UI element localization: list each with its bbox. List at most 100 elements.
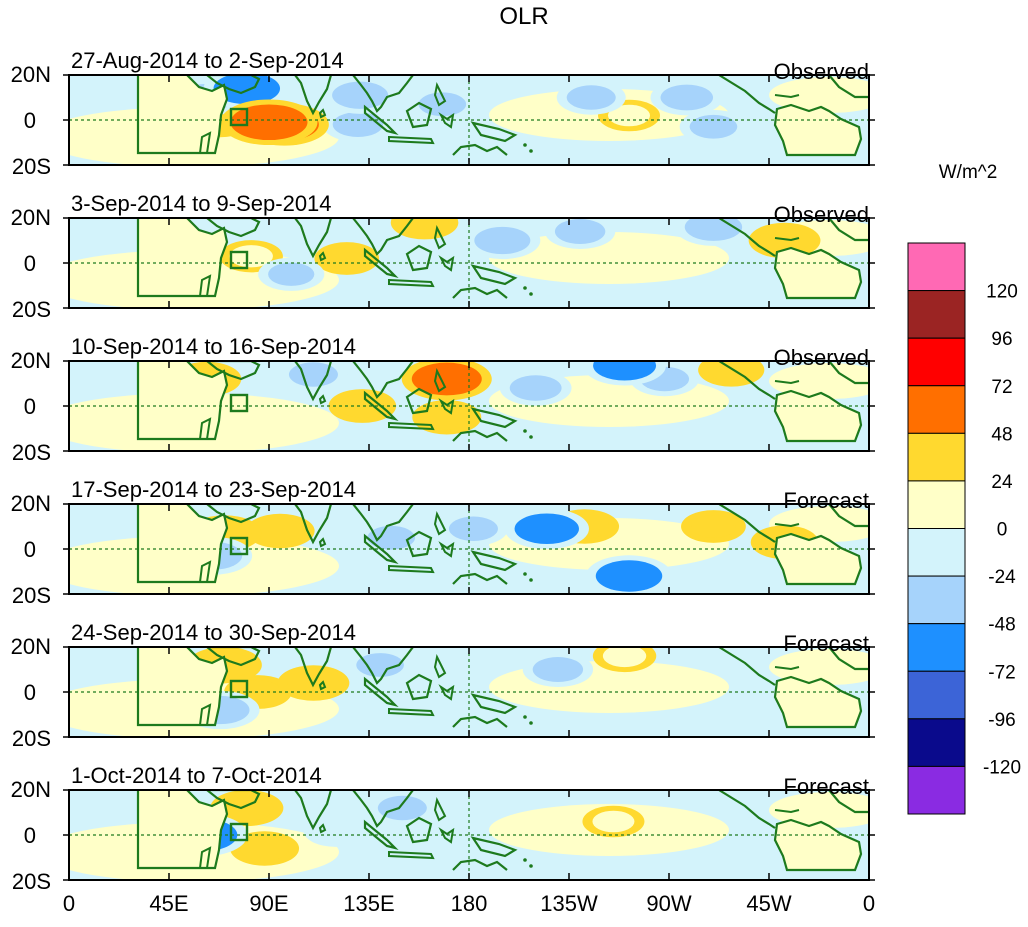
- anomaly-blob: [240, 836, 290, 861]
- anomaly-blob: [566, 85, 616, 110]
- anomaly-blob: [608, 104, 650, 127]
- map-panel: 24-Sep-2014 to 30-Sep-2014 Forecast 20N 0 20…: [11, 620, 875, 751]
- lat-tick-label: 20S: [12, 726, 51, 751]
- lon-tick-label: 90W: [646, 891, 691, 916]
- panel-period-label: 24-Sep-2014 to 30-Sep-2014: [71, 620, 356, 645]
- anomaly-blob: [595, 560, 663, 592]
- lat-tick-label: 20S: [12, 297, 51, 322]
- colorbar-label: -96: [988, 710, 1015, 731]
- anomaly-blob: [593, 361, 657, 381]
- anomaly-blob: [400, 218, 449, 235]
- anomaly-blob: [230, 104, 308, 141]
- anomaly-blob: [377, 795, 427, 821]
- anomaly-blob: [367, 525, 416, 550]
- map-panel: 17-Sep-2014 to 23-Sep-2014 Forecast 20N 0 20…: [11, 477, 875, 608]
- lat-tick-label: 0: [24, 680, 36, 705]
- figure-title: OLR: [499, 3, 548, 30]
- lat-tick-label: 0: [24, 823, 36, 848]
- anomaly-blob: [411, 362, 482, 396]
- anomaly-blob: [554, 219, 606, 244]
- anomaly-blob: [660, 84, 714, 111]
- colorbar-label: 96: [991, 329, 1012, 350]
- colorbar-swatch: [907, 337, 966, 387]
- anomaly-blob: [592, 810, 635, 833]
- anomaly-blob: [332, 81, 389, 109]
- lat-tick-label: 20S: [12, 869, 51, 894]
- colorbar-swatch: [907, 623, 966, 672]
- panel-kind-label: Observed: [774, 202, 869, 227]
- anomaly-blob: [689, 114, 738, 139]
- colorbar-swatch: [907, 718, 966, 767]
- lon-tick-label: 135W: [540, 891, 598, 916]
- anomaly-blob: [691, 515, 736, 538]
- colorbar-label: 72: [991, 377, 1012, 398]
- colorbar-label: -72: [988, 662, 1015, 683]
- anomaly-blob: [602, 647, 647, 668]
- lon-tick-label: 45E: [149, 891, 188, 916]
- panel-period-label: 17-Sep-2014 to 23-Sep-2014: [71, 477, 356, 502]
- panel-kind-label: Forecast: [783, 774, 869, 799]
- colorbar-label: -24: [988, 567, 1016, 588]
- lat-tick-label: 20N: [11, 205, 51, 230]
- panel-kind-label: Forecast: [783, 488, 869, 513]
- panel-period-label: 3-Sep-2014 to 9-Sep-2014: [71, 191, 332, 216]
- lon-tick-label: 180: [451, 891, 488, 916]
- units-label: W/m^2: [939, 162, 998, 183]
- anomaly-blob: [532, 657, 584, 682]
- lat-tick-label: 0: [24, 108, 36, 133]
- map-panel: 1-Oct-2014 to 7-Oct-2014 Forecast 20N 0 20S: [11, 763, 875, 894]
- lon-tick-label: 135E: [343, 891, 394, 916]
- anomaly-blob: [255, 518, 305, 544]
- colorbar-swatch: [907, 670, 966, 720]
- index-box: [229, 393, 249, 413]
- colorbar-label: -48: [988, 615, 1015, 636]
- index-box: [229, 250, 249, 270]
- lat-tick-label: 0: [24, 394, 36, 419]
- anomaly-blob: [474, 226, 531, 255]
- lat-tick-label: 20N: [11, 348, 51, 373]
- anomaly-blob: [313, 819, 359, 842]
- panel-kind-label: Observed: [774, 345, 869, 370]
- colorbar-swatch: [907, 575, 966, 625]
- colorbar-swatch: [907, 385, 966, 434]
- lon-tick-label: 0: [863, 891, 875, 916]
- lat-tick-label: 20N: [11, 491, 51, 516]
- map-panel: 10-Sep-2014 to 16-Sep-2014 Observed 20N 0 20…: [11, 334, 875, 465]
- colorbar-swatch: [907, 528, 966, 577]
- colorbar-swatch: [907, 480, 966, 529]
- panel-period-label: 1-Oct-2014 to 7-Oct-2014: [71, 763, 322, 788]
- colorbar-swatch: [907, 765, 966, 815]
- anomaly-blob: [422, 405, 472, 430]
- anomaly-blob: [229, 245, 273, 268]
- anomaly-blob: [758, 227, 811, 254]
- map-panel: 3-Sep-2014 to 9-Sep-2014 Observed 20N 0 20S: [11, 191, 875, 322]
- anomaly-blob: [514, 513, 579, 545]
- panel-kind-label: Forecast: [783, 631, 869, 656]
- anomaly-blob: [268, 262, 315, 286]
- anomaly-blob: [220, 794, 274, 822]
- map-panel: 27-Aug-2014 to 2-Sep-2014 Observed 20N 0 20S: [11, 48, 875, 179]
- anomaly-blob: [356, 653, 404, 677]
- panel-period-label: 27-Aug-2014 to 2-Sep-2014: [71, 48, 344, 73]
- lon-tick-label: 45W: [746, 891, 791, 916]
- colorbar-label: -120: [983, 757, 1021, 778]
- colorbar-label: 48: [991, 424, 1012, 445]
- colorbar-label: 24: [991, 472, 1013, 493]
- index-box: [229, 679, 249, 699]
- lat-tick-label: 20S: [12, 154, 51, 179]
- panel-period-label: 10-Sep-2014 to 16-Sep-2014: [71, 334, 356, 359]
- lat-tick-label: 20S: [12, 440, 51, 465]
- anomaly-blob: [324, 247, 370, 270]
- lon-tick-label: 90E: [249, 891, 288, 916]
- colorbar-label: 120: [986, 282, 1018, 303]
- colorbar-swatch: [907, 290, 966, 339]
- colorbar-swatch: [907, 242, 966, 292]
- anomaly-blob: [448, 516, 498, 541]
- colorbar-swatch: [907, 432, 966, 482]
- lat-tick-label: 20N: [11, 777, 51, 802]
- colorbar: W/m^2 120 96 72 48 24 0 -24 -48 -72 -96 -120: [907, 162, 1021, 815]
- lat-tick-label: 20N: [11, 634, 51, 659]
- index-box: [229, 536, 249, 556]
- index-box: [229, 822, 249, 842]
- index-box: [229, 107, 249, 127]
